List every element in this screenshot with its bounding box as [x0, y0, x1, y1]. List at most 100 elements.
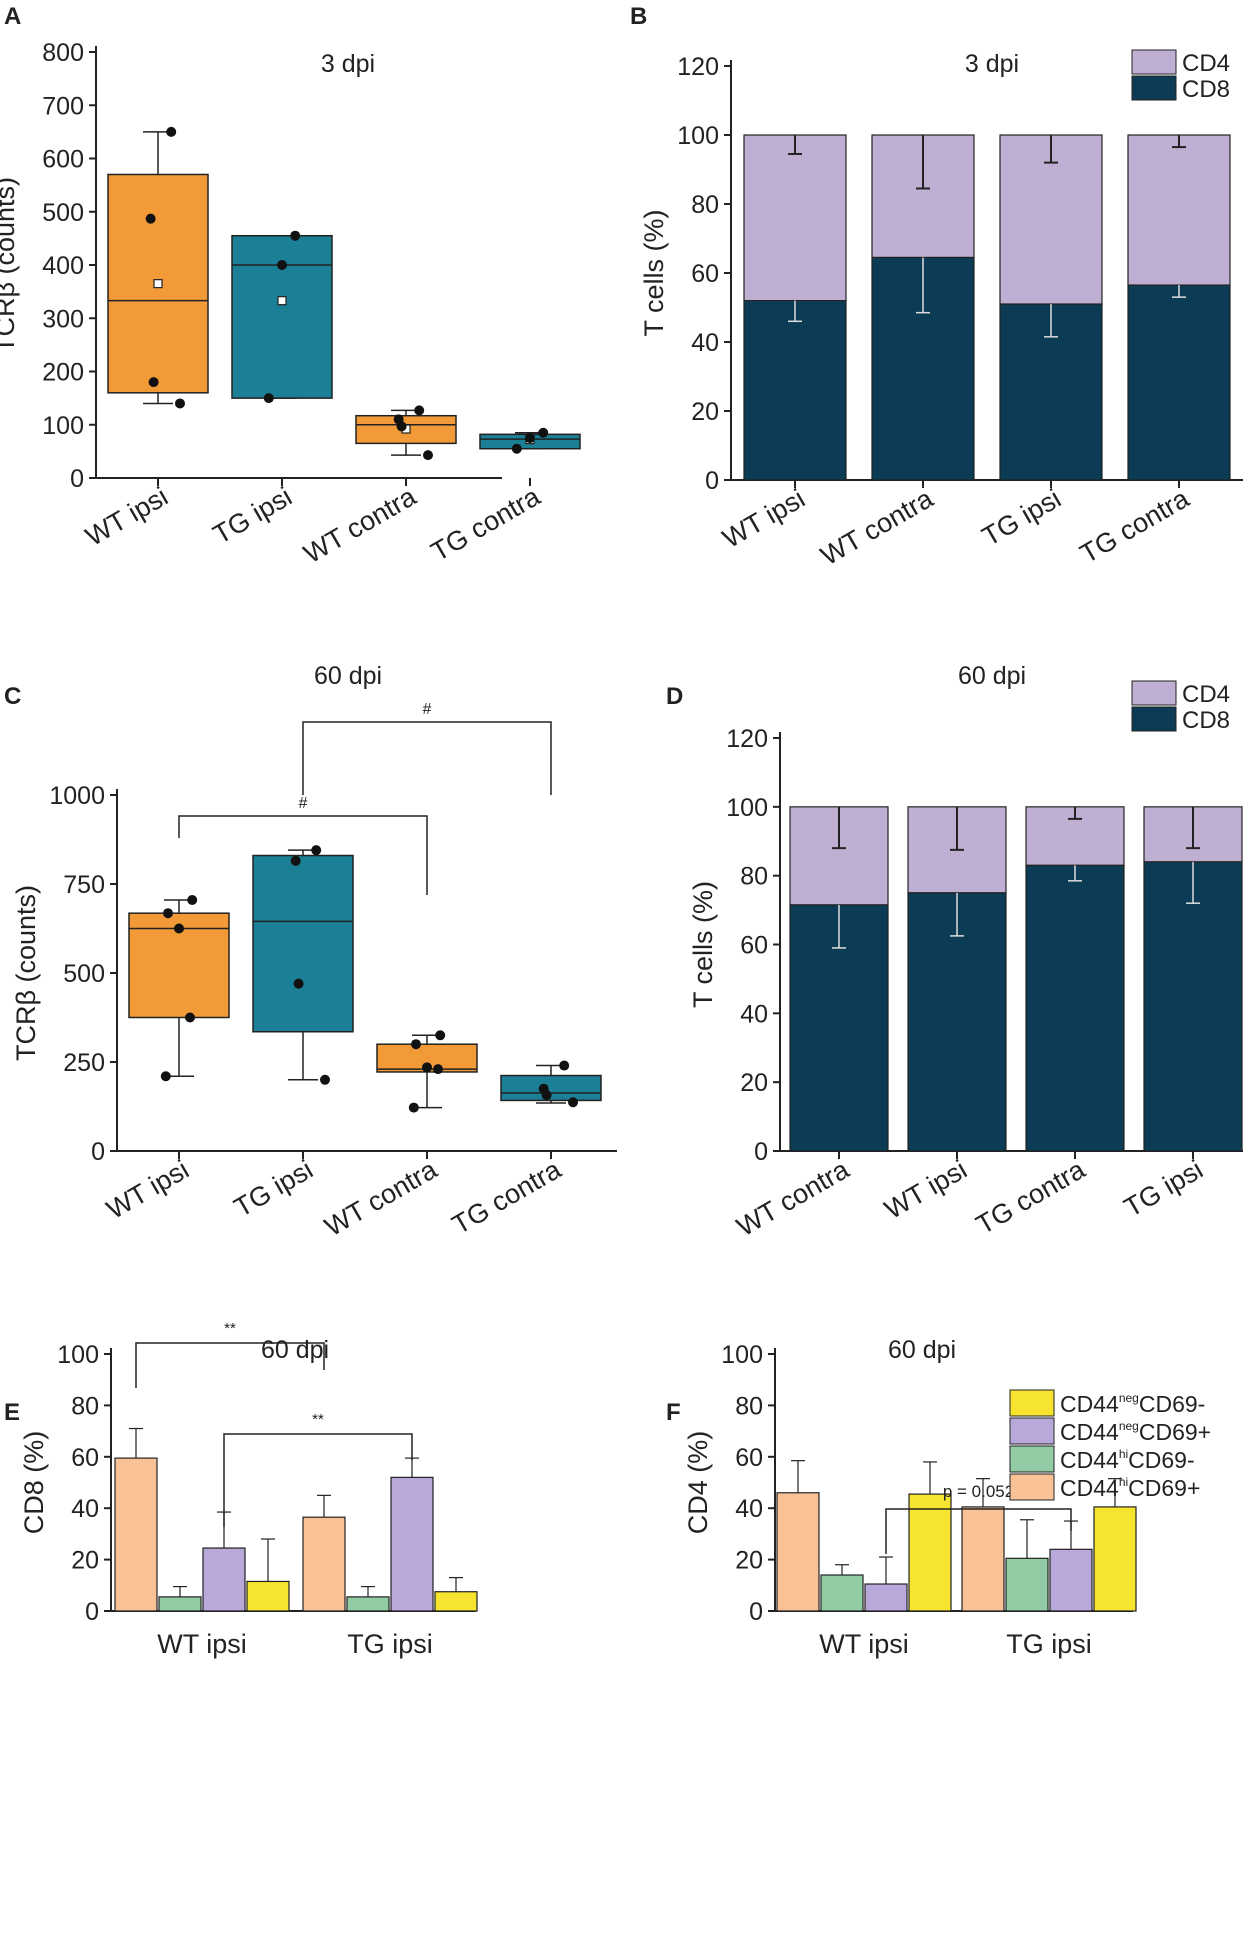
- legend-swatch: [1009, 1417, 1055, 1445]
- y-tick-label: 60: [735, 1444, 763, 1472]
- data-point: [175, 398, 185, 409]
- y-tick-label: 20: [735, 1547, 763, 1575]
- bar-cd8: [1127, 284, 1231, 481]
- bar-cd4: [743, 134, 847, 302]
- panel-letter: A: [4, 3, 21, 30]
- legend-label-tail: CD69-: [1139, 1391, 1205, 1417]
- legend-label-sup: hi: [1119, 1475, 1128, 1489]
- legend-swatch-cd8: [1131, 75, 1177, 101]
- legend-swatch-cd4: [1131, 680, 1177, 706]
- data-point: [411, 1039, 421, 1050]
- y-tick-label: 60: [691, 260, 719, 288]
- bar-cd44negcd69-pos: [390, 1476, 434, 1612]
- data-point: [174, 923, 184, 934]
- y-axis-label: T cells (%): [639, 209, 669, 336]
- x-tick-label: WT contra: [816, 483, 939, 571]
- bar-cd44negcd69-pos: [1049, 1548, 1093, 1612]
- data-point: [160, 1071, 171, 1082]
- y-tick-label: 500: [63, 960, 105, 988]
- x-tick-label: WT ipsi: [157, 1629, 247, 1659]
- significance-label: **: [312, 1411, 324, 1428]
- legend-label-cd4: CD4: [1182, 50, 1230, 77]
- panel-letter: B: [630, 3, 647, 30]
- panel-letter: C: [4, 683, 21, 710]
- legend-label-base: CD44: [1060, 1475, 1119, 1501]
- significance-label: #: [423, 701, 432, 718]
- data-point: [166, 126, 177, 137]
- y-tick-label: 80: [71, 1392, 99, 1420]
- data-point: [511, 443, 522, 454]
- data-point: [293, 978, 304, 989]
- bar-cd44hicd69-: [820, 1574, 864, 1612]
- y-tick-label: 200: [42, 359, 84, 387]
- data-point: [423, 450, 433, 461]
- y-tick-label: 100: [57, 1341, 99, 1369]
- bar-cd44hicd69-pos: [961, 1506, 1005, 1612]
- y-tick-label: 80: [691, 191, 719, 219]
- data-point: [422, 1062, 432, 1073]
- y-tick-label: 80: [740, 863, 768, 891]
- legend-label: CD44hiCD69+: [1060, 1475, 1200, 1501]
- bar-cd44negcd69-pos: [864, 1583, 908, 1612]
- data-point: [185, 1012, 195, 1023]
- panel-letter: E: [4, 1399, 20, 1426]
- x-tick-label: WT ipsi: [80, 481, 173, 552]
- data-point: [433, 1064, 443, 1075]
- significance-bracket: [302, 721, 552, 795]
- data-point: [311, 845, 322, 856]
- x-tick-label: TG ipsi: [229, 1154, 318, 1223]
- y-tick-label: 120: [726, 725, 768, 753]
- significance-label: **: [224, 1320, 236, 1337]
- y-tick-label: 100: [726, 794, 768, 822]
- bar-cd44negcd69-: [434, 1591, 478, 1612]
- data-point: [187, 895, 198, 906]
- y-tick-label: 1000: [49, 782, 105, 810]
- data-point: [541, 1090, 552, 1101]
- x-tick-label: TG ipsi: [1006, 1629, 1092, 1659]
- bar-cd8: [1143, 861, 1243, 1152]
- significance-bracket: [885, 1508, 1072, 1554]
- legend-label-sup: hi: [1119, 1447, 1128, 1461]
- legend-label-sup: neg: [1119, 1419, 1139, 1433]
- data-point: [263, 393, 274, 404]
- data-point: [396, 421, 407, 432]
- bar-cd44hicd69-: [158, 1596, 202, 1612]
- significance-label: p = 0.052: [943, 1482, 1014, 1501]
- y-tick-label: 40: [71, 1495, 99, 1523]
- bar-cd44hicd69-pos: [776, 1492, 820, 1612]
- chart-title: 60 dpi: [888, 1336, 956, 1364]
- bar-cd44negcd69-: [246, 1580, 290, 1612]
- legend-label-base: CD44: [1060, 1419, 1119, 1445]
- bar-cd8: [1025, 864, 1125, 1152]
- x-tick-label: TG ipsi: [347, 1629, 433, 1659]
- x-tick-label: WT contra: [732, 1154, 855, 1242]
- y-tick-label: 250: [63, 1049, 105, 1077]
- y-tick-label: 700: [42, 92, 84, 120]
- bar-cd44negcd69-: [1093, 1506, 1137, 1612]
- data-point: [148, 377, 159, 388]
- x-tick-label: TG contra: [971, 1154, 1091, 1240]
- box-tg-ipsi: [252, 854, 354, 1033]
- legend-label: CD44negCD69+: [1060, 1419, 1211, 1445]
- legend-label-tail: CD69-: [1128, 1447, 1194, 1473]
- legend-swatch: [1009, 1473, 1055, 1501]
- y-tick-label: 40: [740, 1000, 768, 1028]
- y-axis-label: CD4 (%): [683, 1431, 713, 1535]
- y-tick-label: 100: [721, 1341, 763, 1369]
- legend-label-sup: neg: [1119, 1391, 1139, 1405]
- bar-cd44hicd69-pos: [114, 1457, 158, 1612]
- x-tick-label: WT ipsi: [819, 1629, 909, 1659]
- x-tick-label: TG contra: [426, 481, 546, 567]
- y-tick-label: 60: [740, 932, 768, 960]
- y-tick-label: 100: [42, 412, 84, 440]
- data-point: [414, 405, 425, 416]
- significance-label: #: [299, 795, 308, 812]
- significance-bracket: [178, 815, 428, 895]
- chart-title: 60 dpi: [958, 662, 1026, 690]
- y-tick-label: 120: [677, 53, 719, 81]
- y-tick-label: 40: [735, 1495, 763, 1523]
- x-tick-label: WT contra: [299, 481, 422, 569]
- y-tick-label: 0: [749, 1598, 763, 1626]
- data-point: [277, 260, 287, 270]
